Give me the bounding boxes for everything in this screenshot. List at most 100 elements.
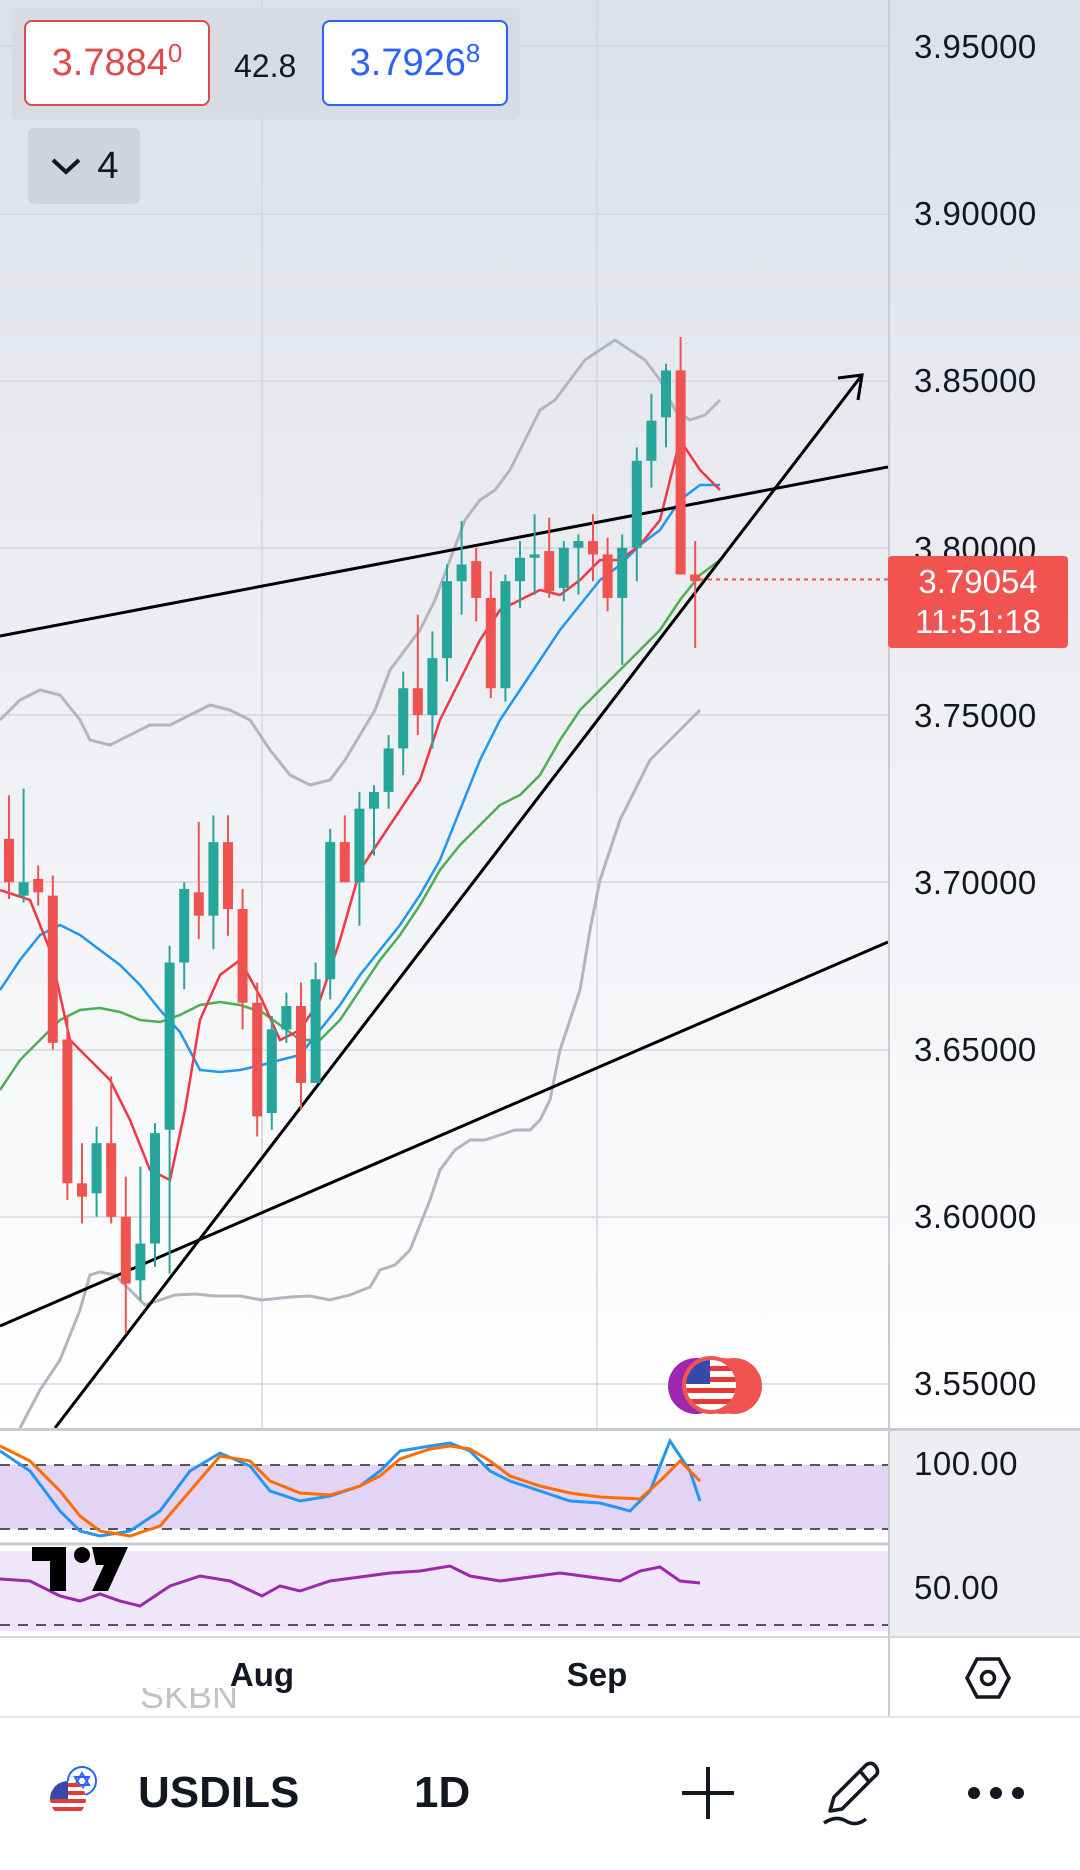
candle-body [354, 808, 365, 883]
symbol-name: USDILS [138, 1768, 300, 1817]
bid-ask-panel: 3.7884 0 42.8 3.7926 8 [12, 8, 520, 120]
candle-body [602, 554, 613, 598]
indicators-count: 4 [97, 144, 119, 187]
candle-body [442, 581, 452, 659]
sell-price-pipette: 0 [167, 37, 183, 68]
candle-body [252, 1002, 263, 1117]
hexagon-settings-icon [965, 1657, 1011, 1699]
price-axis-label: 3.75000 [914, 697, 1037, 734]
oscillator-svg [0, 1437, 888, 1631]
buy-price-main: 3.7926 [349, 41, 466, 84]
candle-body [573, 541, 584, 548]
candle-body [617, 547, 628, 598]
chevron-down-icon [52, 158, 81, 175]
candle-body [179, 888, 190, 963]
time-axis-label: Sep [566, 1656, 628, 1693]
time-axis-label: Aug [229, 1656, 295, 1693]
candle-body [369, 791, 379, 809]
pencil-icon [823, 1761, 880, 1826]
candle-body [135, 1243, 146, 1281]
oscillator-axis[interactable]: 100.00 50.00 [888, 1428, 1080, 1636]
trendline-upper-channel [0, 465, 888, 638]
price-chart-svg[interactable] [0, 0, 888, 1428]
candle-body [47, 895, 58, 1043]
buy-price-pipette: 8 [465, 37, 481, 68]
candle-body [164, 962, 175, 1130]
bottom-toolbar: SKBN USDILS 1D [0, 1688, 1080, 1870]
interval-label: 1D [414, 1768, 471, 1817]
candle-body [690, 574, 701, 582]
economic-events-marker[interactable] [668, 1356, 778, 1416]
add-button[interactable] [680, 1718, 736, 1868]
candle-body [646, 420, 657, 461]
price-axis[interactable]: 3.95000 3.90000 3.85000 3.80000 3.75000 … [888, 0, 1080, 1428]
candle-body [471, 561, 482, 598]
price-axis-label: 3.85000 [914, 362, 1037, 399]
chart-settings-button[interactable] [888, 1636, 1080, 1716]
candle-body [33, 878, 44, 893]
candle-body [18, 882, 29, 896]
trendline-arrow-head [837, 373, 864, 401]
candle-body [383, 748, 394, 792]
interval-button[interactable]: 1D [414, 1718, 470, 1868]
drawing-tools-button[interactable] [820, 1718, 884, 1868]
buy-price-button[interactable]: 3.7926 8 [322, 20, 508, 106]
chart-grid [0, 0, 888, 1428]
candlestick-series [4, 337, 888, 1334]
candle-body [500, 581, 511, 689]
candle-body [325, 842, 336, 980]
bollinger-upper-line [0, 338, 722, 787]
candle-body [4, 838, 14, 883]
candle-body [281, 1006, 292, 1030]
oscillator-axis-mid: 50.00 [914, 1569, 1000, 1606]
candle-body [150, 1133, 160, 1244]
candle-body [208, 842, 219, 916]
price-axis-label: 3.95000 [914, 28, 1037, 65]
tradingview-logo [32, 1547, 128, 1591]
candle-body [339, 842, 350, 883]
ma-mid-line [0, 483, 720, 1074]
sell-price-button[interactable]: 3.7884 0 [24, 20, 210, 106]
price-axis-label: 3.90000 [914, 195, 1037, 232]
price-axis-label: 3.60000 [914, 1198, 1037, 1235]
candle-body [193, 892, 204, 916]
oscillator-axis-upper: 100.00 [914, 1445, 1018, 1482]
plus-icon [682, 1767, 734, 1819]
trendline-arrow [53, 374, 864, 1428]
candle-body [266, 1029, 277, 1114]
candle-body [91, 1143, 102, 1194]
candle-body [456, 564, 467, 582]
candle-body [427, 658, 438, 715]
candle-body [529, 554, 540, 558]
trendline-lower-channel [0, 940, 888, 1328]
candle-body [106, 1143, 117, 1217]
candle-body [310, 979, 321, 1083]
stoch-k-line [0, 1437, 702, 1538]
candle-body [77, 1183, 87, 1197]
spread-value: 42.8 [234, 48, 297, 84]
last-price-value: 3.79054 [918, 563, 1038, 600]
more-button[interactable] [966, 1718, 1026, 1868]
price-axis-label: 3.55000 [914, 1365, 1037, 1402]
symbol-button[interactable]: USDILS [46, 1718, 299, 1868]
more-horizontal-icon [968, 1787, 1024, 1799]
candle-body [120, 1216, 131, 1284]
time-axis[interactable]: Aug Sep [0, 1636, 888, 1718]
candle-body [661, 370, 671, 418]
stoch-d-line [0, 1444, 702, 1538]
candle-body [412, 688, 423, 715]
candle-body [515, 557, 525, 582]
bollinger-lower-line [18, 708, 702, 1428]
chart-canvas[interactable]: 3.7884 0 42.8 3.7926 8 4 [0, 0, 888, 1428]
price-axis-label: 3.70000 [914, 864, 1037, 901]
sell-price-main: 3.7884 [51, 41, 168, 84]
indicators-collapse-button[interactable]: 4 [28, 128, 140, 204]
candle-body [398, 688, 409, 749]
us-flag-icon [50, 1766, 97, 1817]
candle-body [558, 547, 569, 588]
bar-countdown: 11:51:18 [914, 603, 1041, 640]
candle-body [62, 1039, 73, 1184]
candle-body [588, 541, 598, 555]
us-flag-icon [682, 1356, 740, 1414]
oscillator-pane[interactable] [0, 1428, 888, 1639]
